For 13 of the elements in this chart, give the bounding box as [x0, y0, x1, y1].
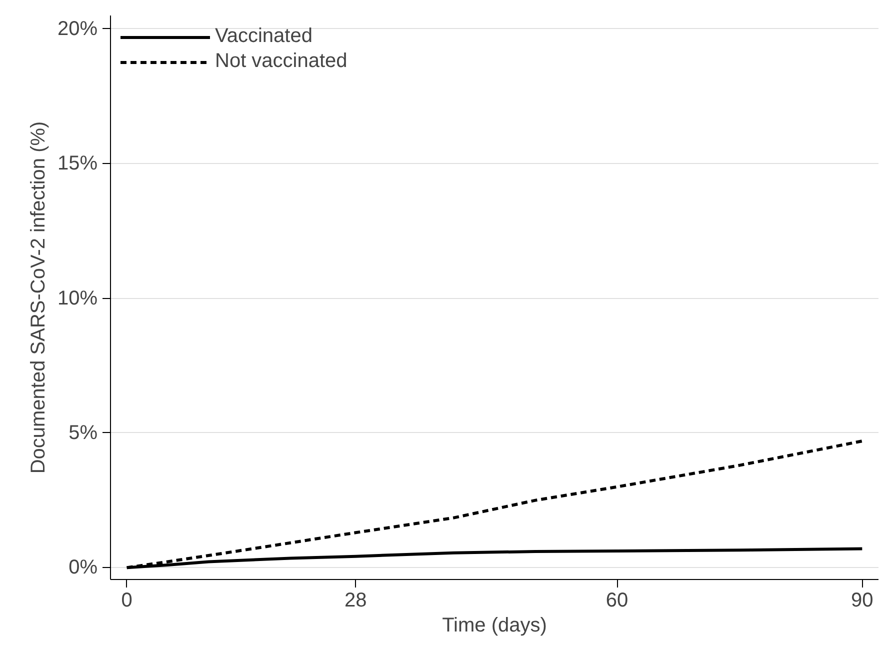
x-axis-title: Time (days) [442, 614, 547, 636]
x-tick-label: 90 [851, 590, 874, 612]
x-tick-label: 28 [344, 590, 367, 612]
y-tick-label: 0% [68, 556, 98, 579]
y-tick-label: 5% [68, 422, 98, 444]
y-tick-label: 10% [57, 287, 98, 310]
y-tick-label: 20% [57, 18, 98, 40]
legend-label: Vaccinated [215, 25, 312, 48]
legend-label: Not vaccinated [215, 50, 348, 73]
y-tick-label: 15% [57, 152, 98, 175]
x-tick-label: 60 [606, 590, 628, 612]
y-axis-title: Documented SARS-CoV-2 infection (%) [27, 121, 50, 474]
x-tick-label: 0 [121, 590, 132, 612]
